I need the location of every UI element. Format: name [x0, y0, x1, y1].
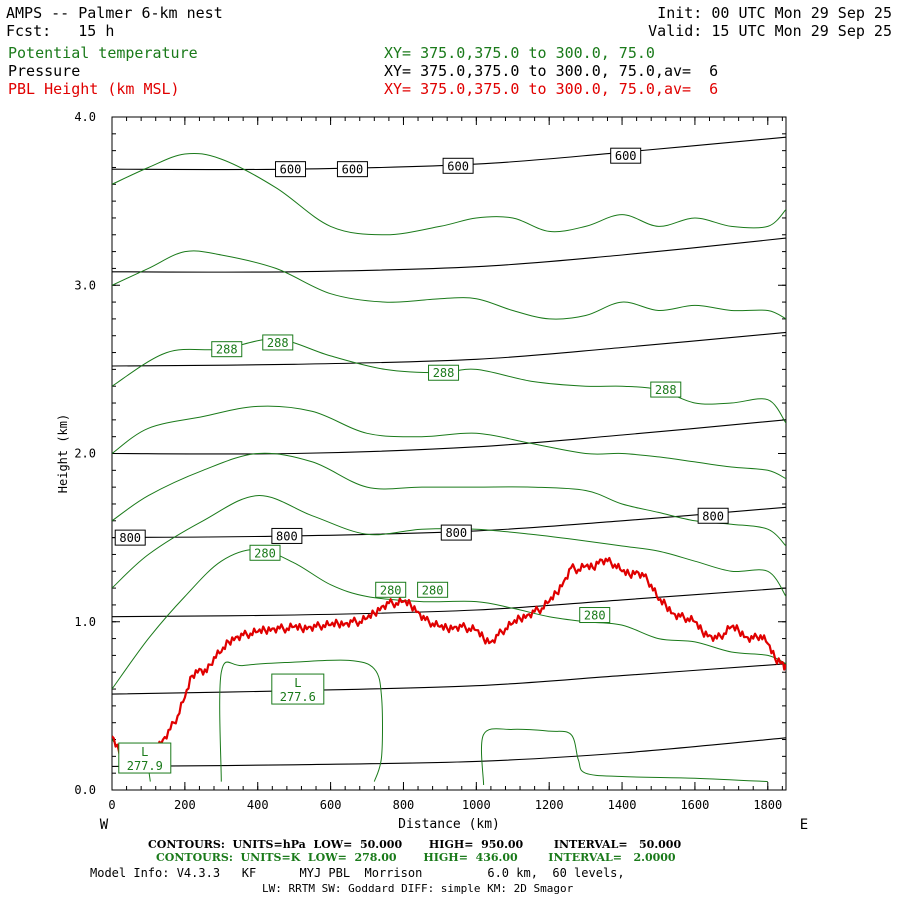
pressure-label-box — [697, 507, 729, 524]
theta-label-box — [579, 607, 611, 624]
theta-label-box — [650, 381, 682, 398]
theta-label: 280 — [380, 583, 402, 597]
x-tick-label: 1000 — [462, 798, 491, 812]
axes: 0 200 400 600 800 1000 1200 1400 1600 1800 0.0 1.0 2… — [56, 110, 808, 833]
theta-label: 280 — [254, 546, 276, 560]
theta-label-box — [428, 364, 460, 381]
x-tick-label: 200 — [174, 798, 196, 812]
theta-label-box — [249, 544, 281, 561]
forecast-hour: Fcst: 15 h — [6, 22, 115, 40]
pressure-contour-900 — [112, 663, 786, 695]
low-marker-letter: L — [294, 676, 301, 690]
footer-pressure-contours: CONTOURS: UNITS=hPa LOW= 50.000 HIGH= 95… — [148, 838, 682, 851]
y-tick-label: 2.0 — [74, 447, 96, 461]
y-tick-label: 0.0 — [74, 783, 96, 797]
theta-contour — [112, 548, 786, 690]
contour-labels: 600 600 600 600 800 800 800 800 288 288 288 288 280 2… — [114, 147, 729, 774]
pressure-label: 800 — [702, 509, 724, 523]
pressure-label: 600 — [615, 149, 637, 163]
theta-contour — [112, 405, 786, 480]
theta-label: 288 — [655, 383, 677, 397]
theta-label: 288 — [433, 366, 455, 380]
pressure-label: 600 — [447, 159, 469, 173]
pressure-label-box — [114, 529, 146, 546]
y-tick-label: 3.0 — [74, 278, 96, 292]
valid-time: Valid: 15 UTC Mon 29 Sep 25 — [648, 22, 892, 40]
x-tick-label: 1200 — [535, 798, 564, 812]
pressure-contour-650 — [112, 237, 786, 273]
theta-label: 288 — [267, 336, 289, 350]
y-tick-label: 4.0 — [74, 110, 96, 124]
pressure-label: 800 — [119, 531, 141, 545]
pressure-label: 800 — [276, 529, 298, 543]
theta-label-box — [262, 334, 294, 351]
pressure-label-box — [440, 524, 472, 541]
x-tick-label: 1400 — [608, 798, 637, 812]
theta-contours — [112, 152, 786, 786]
model-title: AMPS -- Palmer 6-km nest — [6, 4, 223, 22]
theta-label: 280 — [422, 583, 444, 597]
y-axis-label: Height (km) — [56, 414, 70, 493]
pressure-contour-750 — [112, 419, 786, 455]
field-theta-name: Potential temperature — [8, 44, 198, 62]
pressure-contours — [112, 136, 786, 767]
theta-label: 288 — [216, 343, 238, 357]
pressure-label-box — [442, 157, 474, 174]
pressure-label: 600 — [342, 163, 364, 177]
theta-closed-contour — [219, 659, 383, 782]
x-tick-label: 1600 — [680, 798, 709, 812]
pressure-contour-950 — [112, 737, 786, 767]
pressure-contour-850 — [112, 587, 786, 618]
theta-label-box — [211, 341, 243, 358]
pressure-contour-800 — [112, 506, 786, 539]
low-marker-letter: L — [141, 745, 148, 759]
low-marker-box — [271, 673, 325, 705]
theta-contour — [112, 152, 786, 236]
pressure-label-box — [271, 527, 303, 544]
field-theta-xy: XY= 375.0,375.0 to 300.0, 75.0 — [384, 44, 655, 62]
x-tick-label: 800 — [393, 798, 415, 812]
west-label: W — [100, 817, 109, 833]
pressure-label: 600 — [280, 163, 302, 177]
low-marker-value: 277.6 — [280, 690, 316, 704]
pressure-label: 800 — [445, 526, 467, 540]
field-pressure-name: Pressure — [8, 62, 81, 80]
y-tick-label: 1.0 — [74, 615, 96, 629]
field-pbl-name: PBL Height (km MSL) — [8, 80, 180, 98]
pressure-contour-700 — [112, 331, 786, 367]
theta-contour — [112, 495, 786, 597]
theta-label: 280 — [584, 609, 606, 623]
footer-physics: LW: RRTM SW: Goddard DIFF: simple KM: 2D… — [262, 882, 574, 895]
theta-contour — [112, 338, 786, 424]
footer-model-info: Model Info: V4.3.3 KF MYJ PBL Morrison 6… — [90, 866, 625, 880]
x-tick-label: 400 — [247, 798, 269, 812]
low-marker-box — [118, 742, 172, 774]
pressure-contour-600 — [112, 136, 786, 171]
pbl-height-line — [112, 556, 786, 770]
theta-label-box — [417, 581, 449, 598]
init-time: Init: 00 UTC Mon 29 Sep 25 — [657, 4, 892, 22]
low-marker-value: 277.9 — [127, 759, 163, 773]
pressure-label-box — [336, 161, 368, 178]
field-pressure-xy: XY= 375.0,375.0 to 300.0, 75.0,av= 6 — [384, 62, 719, 80]
field-pbl-xy: XY= 375.0,375.0 to 300.0, 75.0,av= 6 — [384, 80, 719, 98]
x-tick-label: 600 — [320, 798, 342, 812]
theta-closed-contour — [480, 728, 768, 786]
pressure-label-box — [275, 161, 307, 178]
x-tick-label: 1800 — [753, 798, 782, 812]
x-axis-label: Distance (km) — [398, 817, 500, 832]
pbl-height-series — [112, 556, 786, 770]
pressure-label-box — [610, 147, 642, 164]
theta-label-box — [375, 581, 407, 598]
east-label: E — [800, 817, 808, 833]
x-tick-label: 0 — [108, 798, 115, 812]
theta-contour — [112, 250, 786, 320]
footer-theta-contours: CONTOURS: UNITS=K LOW= 278.00 HIGH= 436.… — [156, 851, 676, 864]
